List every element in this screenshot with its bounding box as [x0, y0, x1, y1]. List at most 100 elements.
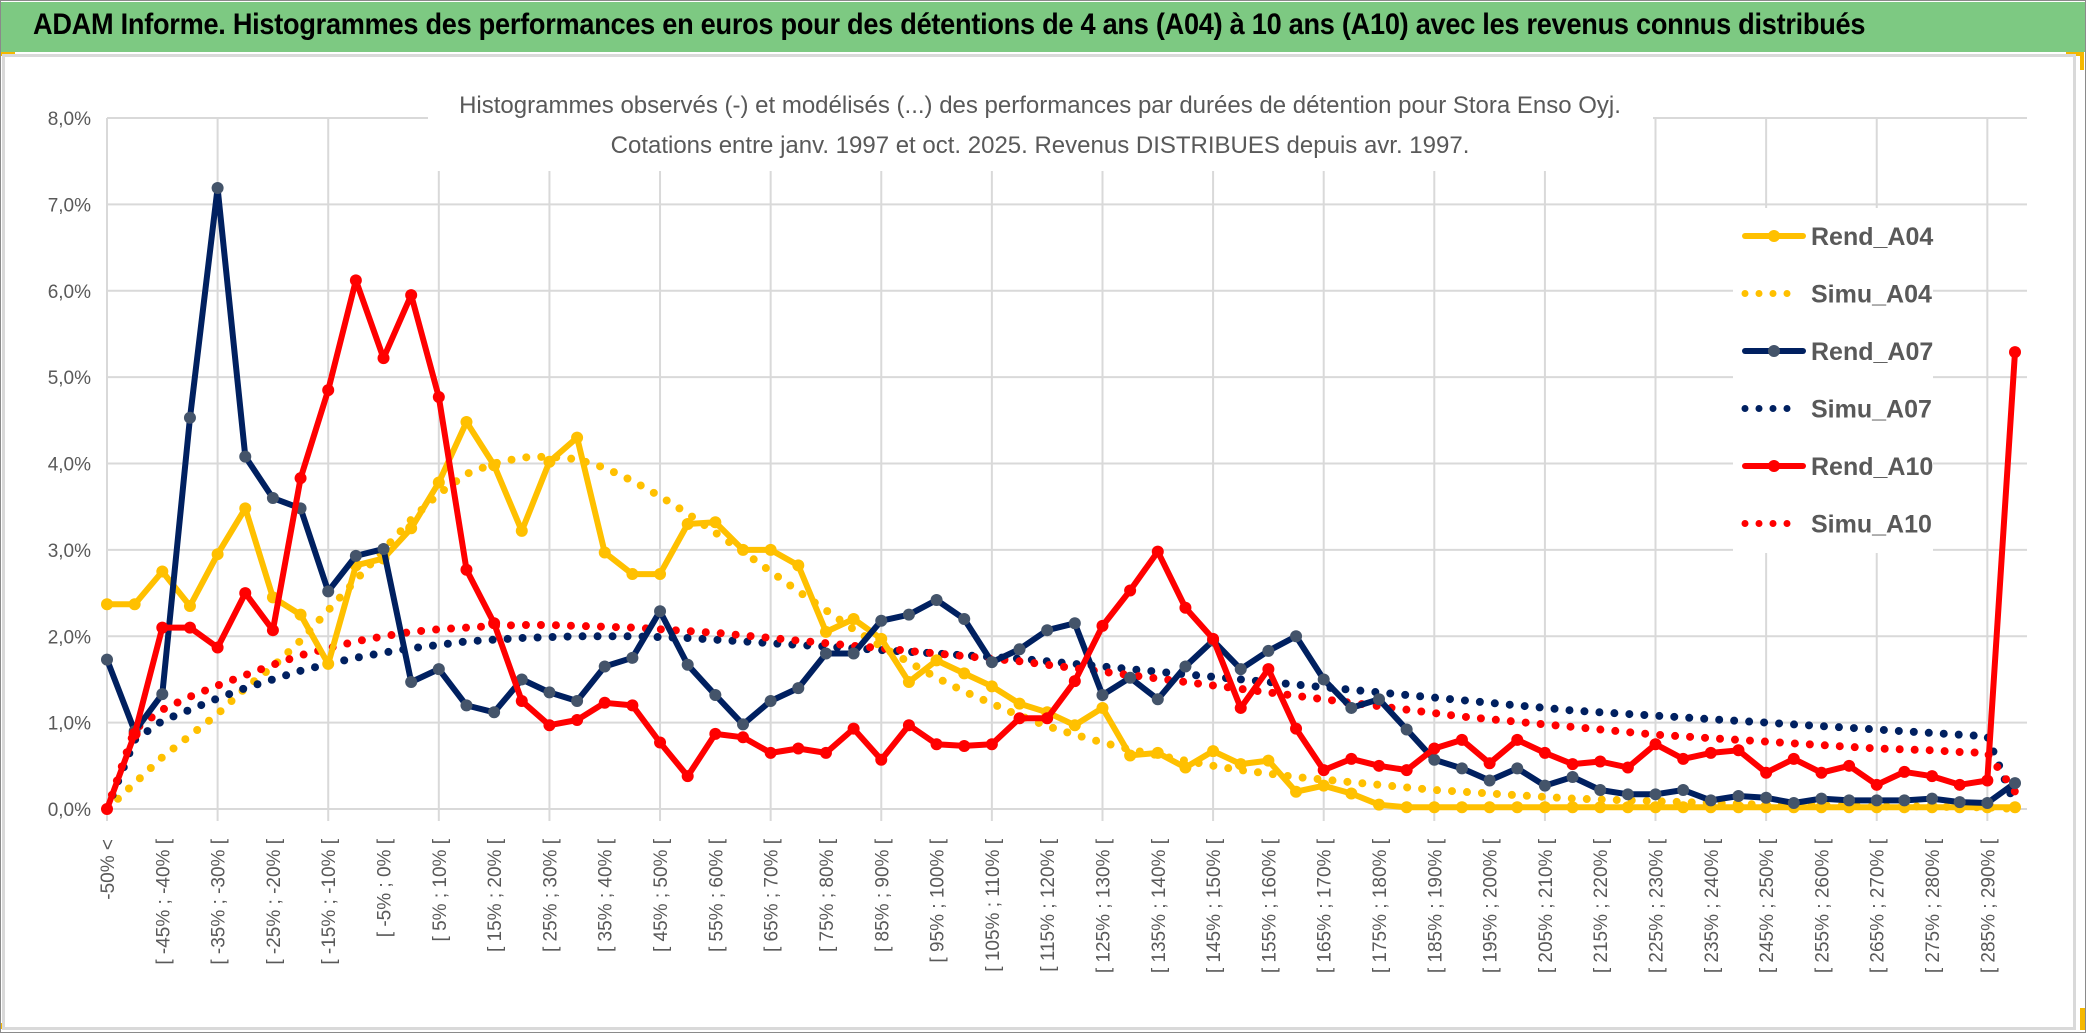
data-point [1179, 761, 1192, 774]
data-point [1870, 794, 1883, 807]
data-point [1290, 630, 1303, 643]
data-point [681, 658, 694, 671]
data-point [654, 568, 667, 581]
x-tick-label: [ 175% ; 180% [ [1370, 838, 1391, 973]
data-point [1760, 791, 1773, 804]
data-point [1345, 787, 1358, 800]
data-point [211, 548, 224, 561]
data-point [1234, 663, 1247, 676]
data-point [1511, 762, 1524, 775]
data-point [1760, 766, 1773, 779]
data-point [101, 803, 113, 815]
data-point [930, 738, 943, 751]
data-point [1096, 619, 1109, 632]
x-tick-label: [ 165% ; 170% [ [1315, 838, 1336, 973]
legend-background [1733, 208, 1933, 553]
data-point [1179, 660, 1192, 673]
data-point [1732, 744, 1745, 757]
data-point [1373, 798, 1385, 811]
x-tick-label: [ 65% ; 70% [ [762, 838, 783, 952]
data-point [1041, 712, 1054, 725]
data-point [1594, 801, 1607, 814]
x-tick-label: [ 245% ; 250% [ [1757, 838, 1778, 973]
data-point [1345, 752, 1358, 765]
legend-item-rend-a07: Rend_A07 [1742, 338, 1933, 366]
y-tick-label: 4,0% [48, 455, 91, 476]
data-point [405, 676, 418, 689]
data-point [1594, 783, 1607, 796]
data-point [902, 676, 915, 689]
legend-item-simu-a10: Simu_A10 [1741, 511, 1932, 539]
data-point [1455, 801, 1468, 814]
data-point [847, 612, 860, 625]
data-point [1400, 801, 1413, 814]
data-point [1483, 774, 1496, 787]
y-tick-label: 7,0% [48, 195, 91, 216]
data-point [1870, 778, 1883, 791]
x-tick-label: [ 285% ; 290% [ [1978, 838, 1999, 973]
series-simu-a07 [103, 632, 2019, 813]
x-tick-label: [ 75% ; 80% [ [817, 838, 838, 952]
data-point [1566, 801, 1579, 814]
data-point [543, 719, 556, 732]
data-point [1124, 749, 1137, 762]
data-point [1594, 755, 1607, 768]
data-point [1815, 801, 1828, 814]
data-point [1843, 759, 1856, 772]
data-point [792, 682, 805, 695]
data-point [902, 719, 915, 732]
x-tick-label: [ 25% ; 30% [ [540, 838, 561, 952]
data-point [101, 653, 113, 666]
data-point [1428, 742, 1441, 755]
data-point [1677, 752, 1690, 765]
series-rend-a04 [101, 416, 2021, 814]
data-point [1179, 601, 1192, 614]
data-point [626, 699, 639, 712]
data-point [1068, 675, 1081, 688]
data-point [1013, 712, 1026, 725]
data-point [958, 612, 971, 625]
data-point [875, 753, 888, 766]
data-point [2009, 777, 2021, 790]
data-point [1926, 801, 1939, 814]
data-point [626, 651, 639, 664]
y-tick-label: 3,0% [48, 541, 91, 562]
x-tick-label: [ 115% ; 120% [ [1038, 838, 1059, 971]
data-point [1234, 701, 1247, 714]
data-point [1290, 722, 1303, 735]
legend-marker [1768, 345, 1780, 357]
data-point [543, 686, 556, 699]
x-tick-label: [ 225% ; 230% [ [1647, 838, 1668, 973]
data-point [405, 289, 418, 302]
data-point [985, 680, 998, 693]
data-point [985, 738, 998, 751]
series-line [107, 419, 2015, 811]
data-point [460, 416, 473, 429]
data-point [460, 699, 473, 712]
data-point [349, 274, 362, 287]
data-point [1677, 783, 1690, 796]
data-point [266, 492, 279, 505]
data-point [183, 411, 196, 424]
data-point [1151, 746, 1164, 759]
data-point [1317, 779, 1330, 792]
x-tick-label: [ 45% ; 50% [ [651, 838, 672, 952]
data-point [1677, 801, 1690, 814]
data-point [515, 695, 528, 708]
data-point [930, 654, 943, 667]
data-point [681, 770, 694, 783]
data-point [654, 736, 667, 749]
x-tick-label: [ -15% ; -10% [ [319, 838, 340, 964]
data-point [405, 522, 418, 535]
data-point [1290, 785, 1303, 798]
data-point [1234, 758, 1247, 771]
report-banner: ADAM Informe. Histogrammes des performan… [1, 2, 2085, 52]
data-point [737, 731, 749, 744]
legend-label: Rend_A10 [1811, 453, 1933, 481]
data-point [985, 656, 998, 669]
data-point [432, 390, 445, 403]
legend-item-rend-a10: Rend_A10 [1742, 453, 1933, 481]
x-tick-label: [ -5% ; 0% [ [375, 838, 396, 937]
legend-marker [1768, 460, 1780, 472]
data-point [1151, 545, 1164, 558]
